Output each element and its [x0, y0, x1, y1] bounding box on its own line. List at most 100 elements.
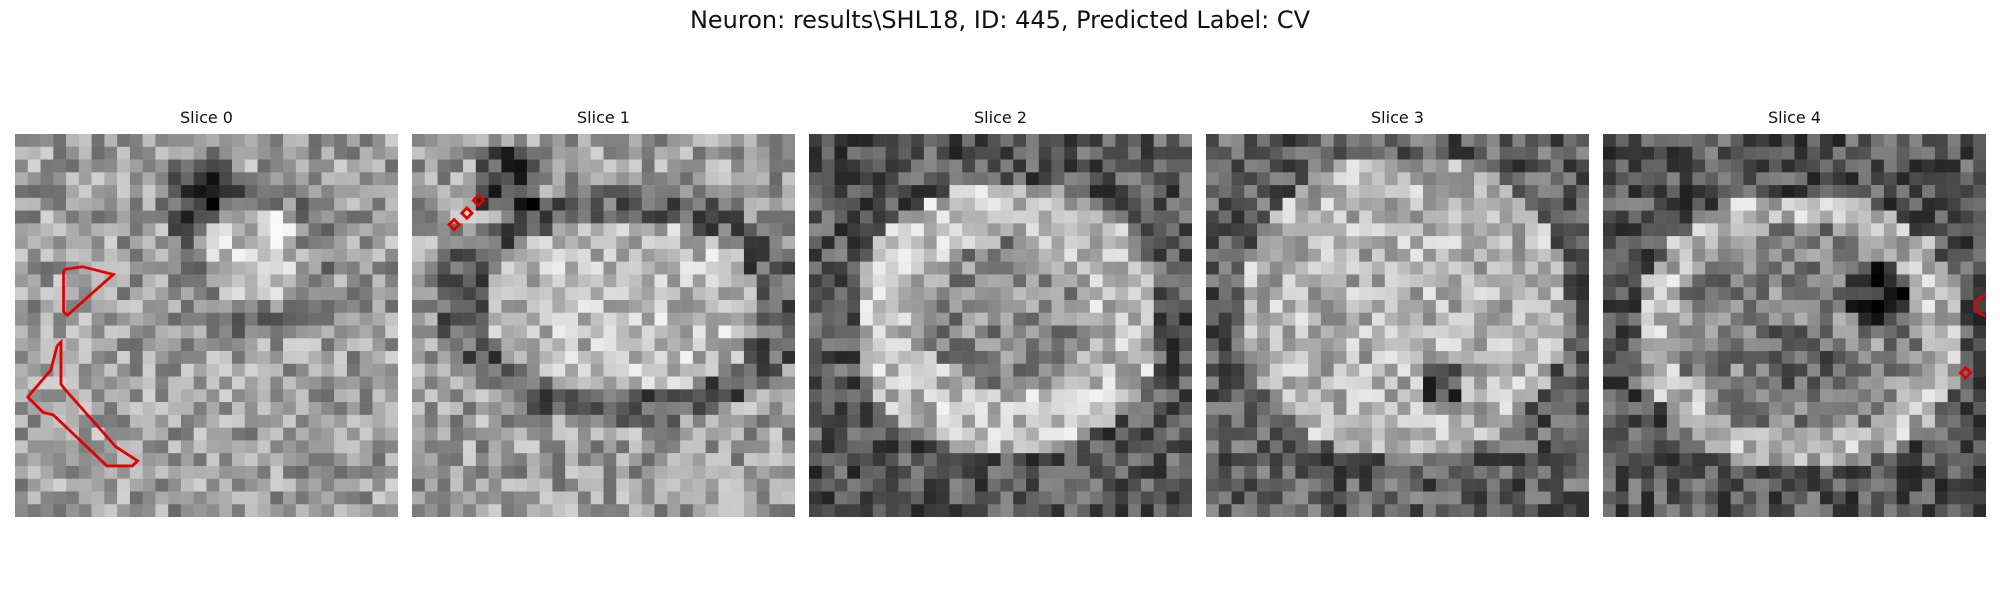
pixel: [1537, 453, 1551, 467]
pixel: [424, 287, 438, 301]
pixel: [603, 453, 617, 467]
pixel: [206, 236, 220, 250]
pixel: [577, 248, 591, 262]
pixel: [1628, 453, 1642, 467]
pixel: [590, 312, 604, 326]
pixel: [206, 312, 220, 326]
pixel: [1871, 491, 1885, 505]
pixel: [705, 287, 719, 301]
pixel: [718, 185, 732, 199]
pixel: [283, 134, 297, 148]
pixel: [1896, 197, 1910, 211]
pixel: [501, 363, 515, 377]
pixel: [1128, 453, 1142, 467]
pixel: [450, 465, 464, 479]
pixel: [1807, 414, 1821, 428]
pixel: [565, 465, 579, 479]
pixel: [385, 248, 398, 262]
pixel: [1077, 325, 1091, 339]
pixel: [1397, 376, 1411, 390]
pixel: [1474, 363, 1488, 377]
pixel: [1973, 146, 1986, 160]
pixel: [1000, 338, 1014, 352]
pixel: [1269, 146, 1283, 160]
pixel: [974, 478, 988, 492]
pixel: [1871, 453, 1885, 467]
pixel: [1871, 312, 1885, 326]
pixel: [1128, 376, 1142, 390]
pixel: [27, 159, 41, 173]
pixel: [1000, 427, 1014, 441]
pixel: [1397, 210, 1411, 224]
pixel: [437, 223, 451, 237]
pixel: [40, 440, 54, 454]
pixel: [1140, 414, 1154, 428]
pixel: [1051, 465, 1065, 479]
pixel: [40, 504, 54, 517]
pixel: [1922, 491, 1936, 505]
pixel: [526, 146, 540, 160]
pixel: [1179, 223, 1192, 237]
pixel: [1397, 440, 1411, 454]
pixel: [1320, 465, 1334, 479]
pixel: [923, 236, 937, 250]
pixel: [1206, 261, 1220, 275]
pixel: [308, 427, 322, 441]
pixel: [1064, 491, 1078, 505]
pixel: [270, 491, 284, 505]
pixel: [987, 172, 1001, 186]
pixel: [155, 210, 169, 224]
pixel: [1346, 465, 1360, 479]
pixel: [552, 325, 566, 339]
pixel: [629, 440, 643, 454]
pixel: [1077, 287, 1091, 301]
pixel: [1333, 146, 1347, 160]
pixel: [334, 491, 348, 505]
pixel: [206, 210, 220, 224]
pixel: [1960, 465, 1974, 479]
pixel: [539, 338, 553, 352]
pixel: [1666, 287, 1680, 301]
pixel: [1140, 491, 1154, 505]
pixel: [450, 172, 464, 186]
pixel: [1166, 236, 1180, 250]
pixel: [155, 274, 169, 288]
pixel: [1756, 376, 1770, 390]
pixel: [1308, 465, 1322, 479]
pixel: [1705, 312, 1719, 326]
pixel: [565, 197, 579, 211]
pixel: [1692, 223, 1706, 237]
pixel: [1320, 197, 1334, 211]
pixel: [629, 325, 643, 339]
pixel: [155, 478, 169, 492]
pixel: [680, 325, 694, 339]
pixel: [66, 338, 80, 352]
pixel: [1883, 440, 1897, 454]
pixel: [987, 504, 1001, 517]
pixel: [40, 197, 54, 211]
pixel: [1871, 299, 1885, 313]
pixel: [27, 351, 41, 365]
pixel: [1423, 134, 1437, 148]
pixel: [1615, 453, 1629, 467]
pixel: [308, 338, 322, 352]
pixel: [616, 427, 630, 441]
pixel: [1051, 185, 1065, 199]
pixel: [1845, 197, 1859, 211]
pixel: [629, 504, 643, 517]
pixel: [1743, 185, 1757, 199]
pixel: [334, 325, 348, 339]
pixel: [244, 134, 258, 148]
pixel: [1282, 236, 1296, 250]
pixel: [923, 274, 937, 288]
pixel: [104, 210, 118, 224]
pixel: [1038, 389, 1052, 403]
pixel: [295, 402, 309, 416]
pixel: [1140, 351, 1154, 365]
pixel: [104, 146, 118, 160]
pixel: [1654, 465, 1668, 479]
pixel: [1051, 274, 1065, 288]
pixel: [1206, 287, 1220, 301]
pixel: [898, 376, 912, 390]
pixel: [1871, 478, 1885, 492]
